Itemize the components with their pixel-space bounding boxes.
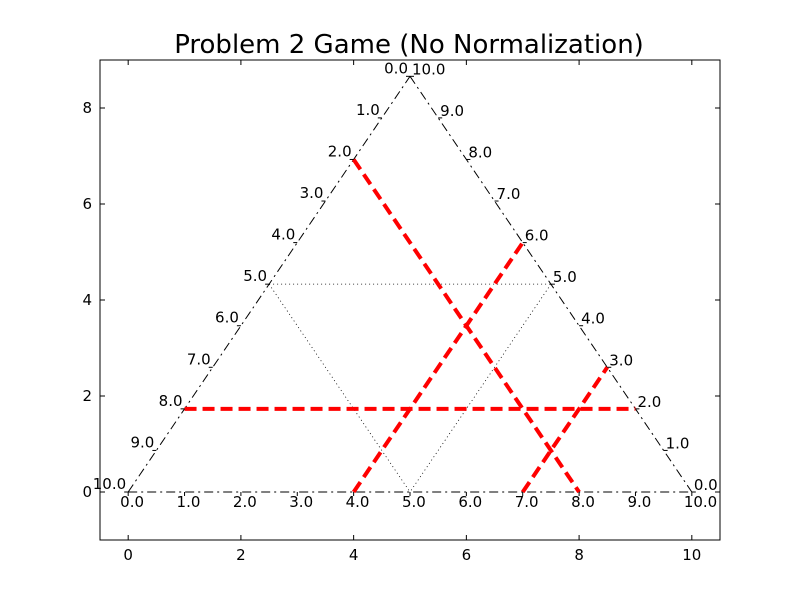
left-edge-label: 8.0	[159, 392, 183, 410]
y-tick-label: 0	[82, 483, 92, 501]
series-line	[351, 241, 525, 494]
ternary-edge-labels: 0.0 10.00.01.0 9.01.02.0 8.02.03.0 7.03.04.0…	[93, 59, 718, 511]
series-line	[521, 366, 609, 494]
bottom-edge-label: 6.0	[458, 493, 482, 511]
bottom-edge-label: 5.0	[402, 493, 426, 511]
right-edge-label: 3.0	[609, 351, 633, 369]
strategy-lines	[184, 158, 636, 494]
bottom-edge-label: 7.0	[515, 493, 539, 511]
right-edge-label: 2.0	[637, 393, 661, 411]
bottom-edge-label: 8.0	[571, 493, 595, 511]
x-tick-label: 6	[462, 546, 472, 564]
right-edge-label: 10.0	[412, 60, 445, 78]
right-edge-label: 5.0	[553, 268, 577, 286]
left-edge-label: 0.0	[384, 59, 408, 77]
right-edge-label: 1.0	[666, 434, 690, 452]
left-edge-label: 1.0	[356, 101, 380, 119]
bottom-edge-label: 9.0	[627, 493, 651, 511]
left-edge-label: 9.0	[131, 433, 155, 451]
x-tick-label: 4	[349, 546, 359, 564]
left-edge-label: 3.0	[300, 184, 324, 202]
x-tick-label: 2	[236, 546, 246, 564]
bottom-edge-label: 1.0	[177, 493, 201, 511]
axis-ticks: 0 2 4 6 8 10 0 2 4 6 8	[82, 60, 720, 564]
right-edge-label: 8.0	[468, 143, 492, 161]
y-tick-label: 8	[82, 99, 92, 117]
right-edge-label: 4.0	[581, 310, 605, 328]
left-edge-label: 10.0	[93, 475, 126, 493]
left-edge-label: 2.0	[328, 142, 352, 160]
series-line	[351, 158, 581, 494]
left-edge-label: 7.0	[187, 350, 211, 368]
left-edge-label: 6.0	[215, 309, 239, 327]
y-tick-label: 4	[82, 291, 92, 309]
chart-title: Problem 2 Game (No Normalization)	[174, 30, 644, 60]
triangle-inner-lines	[268, 283, 552, 493]
left-edge-label: 5.0	[243, 267, 267, 285]
bottom-edge-label: 2.0	[233, 493, 257, 511]
right-edge-label: 0.0	[694, 476, 718, 494]
x-tick-label: 8	[574, 546, 584, 564]
y-tick-label: 2	[82, 387, 92, 405]
left-edge-label: 4.0	[271, 226, 295, 244]
x-tick-label: 10	[682, 546, 701, 564]
x-tick-label: 0	[123, 546, 133, 564]
plot-area	[99, 59, 721, 541]
bottom-edge-label: 3.0	[289, 493, 313, 511]
bottom-edge-label: 4.0	[346, 493, 370, 511]
right-edge-label: 9.0	[440, 102, 464, 120]
bottom-edge-label: 0.0	[120, 493, 144, 511]
right-edge-label: 6.0	[525, 227, 549, 245]
bottom-edge-label: 10.0	[684, 493, 717, 511]
right-edge-label: 7.0	[497, 185, 521, 203]
y-tick-label: 6	[82, 195, 92, 213]
